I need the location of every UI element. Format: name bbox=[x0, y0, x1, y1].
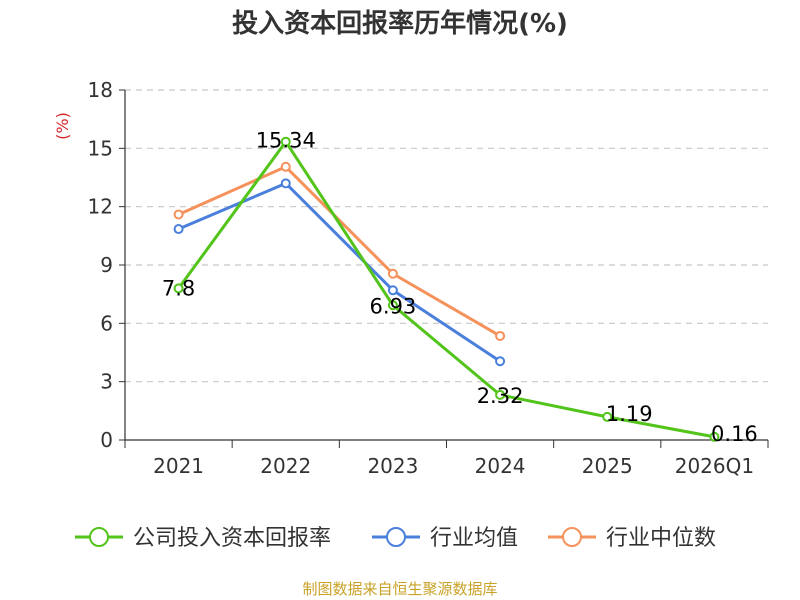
y-tick-label-5: 15 bbox=[88, 136, 113, 160]
point-s0-1 bbox=[280, 136, 291, 147]
point-s2-3 bbox=[495, 330, 506, 341]
y-tick-label-0: 0 bbox=[100, 428, 113, 452]
point-s1-0 bbox=[173, 224, 184, 235]
point-s0-5 bbox=[709, 431, 720, 442]
point-s2-2 bbox=[387, 268, 398, 279]
data-labels: 7.8 15.34 6.93 2.32 1.19 0.16 bbox=[162, 129, 758, 446]
x-tick-label-4: 2025 bbox=[582, 454, 633, 478]
legend-label-2: 行业中位数 bbox=[606, 526, 716, 551]
chart-title: 投入资本回报率历年情况(%) bbox=[232, 8, 568, 39]
point-s0-3 bbox=[495, 389, 506, 400]
data-label-2: 6.93 bbox=[370, 294, 417, 318]
y-tick-label-1: 3 bbox=[100, 370, 113, 394]
data-label-3: 2.32 bbox=[477, 384, 524, 408]
y-axis-label: (%) bbox=[53, 112, 72, 140]
point-s1-1 bbox=[280, 178, 291, 189]
x-tick-label-1: 2022 bbox=[260, 454, 311, 478]
point-s0-2 bbox=[387, 300, 398, 311]
legend-marker-2 bbox=[562, 527, 582, 547]
data-label-4: 1.19 bbox=[606, 402, 653, 426]
data-label-1: 15.34 bbox=[256, 129, 316, 153]
legend-marker-0 bbox=[89, 527, 109, 547]
y-tick-label-2: 6 bbox=[100, 311, 113, 335]
legend-label-1: 行业均值 bbox=[430, 526, 518, 551]
x-tick-label-0: 2021 bbox=[153, 454, 204, 478]
x-tick-label-2: 2023 bbox=[367, 454, 418, 478]
point-s0-0 bbox=[173, 283, 184, 294]
data-label-0: 7.8 bbox=[162, 276, 195, 300]
legend-marker-1 bbox=[386, 527, 406, 547]
x-tick-label-3: 2024 bbox=[475, 454, 526, 478]
series-line-0 bbox=[177, 140, 715, 439]
legend: 公司投入资本回报率 行业均值 行业中位数 bbox=[75, 526, 716, 551]
point-s1-2 bbox=[387, 285, 398, 296]
y-tick-label-6: 18 bbox=[88, 78, 113, 102]
data-label-5: 0.16 bbox=[711, 422, 758, 446]
series-lines bbox=[173, 136, 720, 442]
data-source-note: 制图数据来自恒生聚源数据库 bbox=[302, 580, 497, 598]
point-s0-4 bbox=[602, 411, 613, 422]
point-s1-3 bbox=[495, 356, 506, 367]
legend-label-0: 公司投入资本回报率 bbox=[133, 526, 331, 551]
axes: 0 3 6 9 12 15 18 2021 2022 2023 2024 2025 2026Q1 bbox=[88, 78, 769, 478]
point-s2-0 bbox=[173, 209, 184, 220]
x-tick-label-5: 2026Q1 bbox=[675, 454, 754, 478]
y-tick-label-4: 12 bbox=[88, 195, 113, 219]
gridlines bbox=[125, 89, 768, 383]
point-s2-1 bbox=[280, 161, 291, 172]
y-tick-label-3: 9 bbox=[100, 253, 113, 277]
series-line-2 bbox=[177, 165, 501, 338]
series-line-1 bbox=[177, 181, 501, 363]
